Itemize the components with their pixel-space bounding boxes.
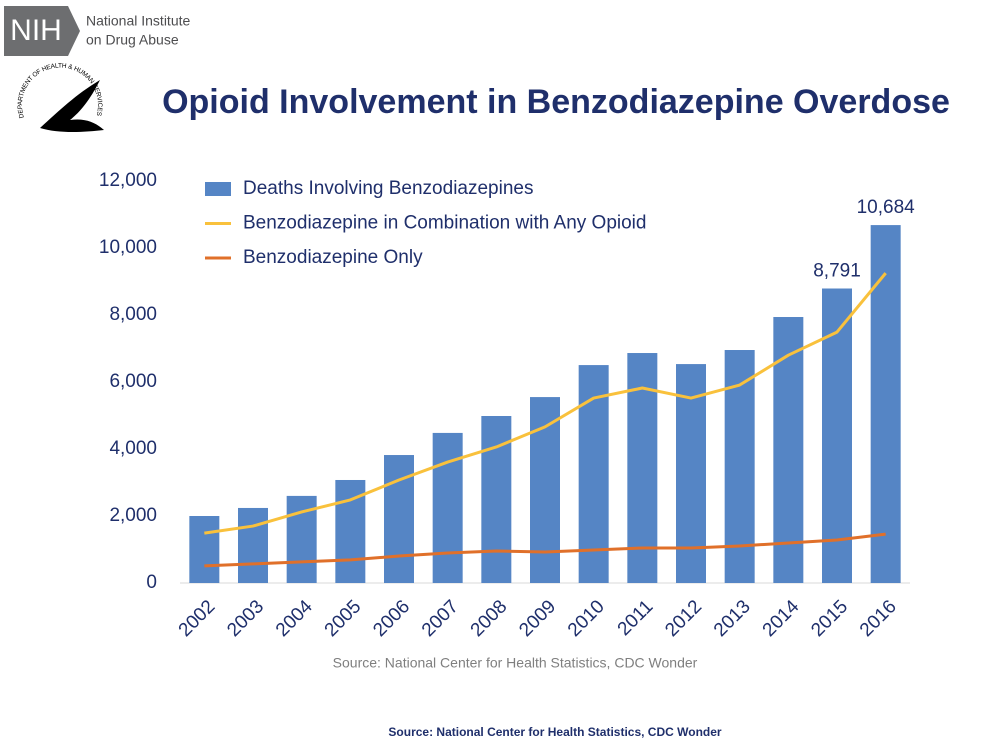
bar <box>870 225 901 583</box>
bar <box>238 507 268 583</box>
bar <box>530 397 560 583</box>
chart-source: Source: National Center for Health Stati… <box>333 655 698 671</box>
bar <box>432 432 463 583</box>
bar <box>189 516 220 583</box>
nih-logo: NIH National Institute on Drug Abuse <box>4 6 190 56</box>
legend-label: Benzodiazepine in Combination with Any O… <box>243 213 646 234</box>
chart-title: Opioid Involvement in Benzodiazepine Ove… <box>162 83 950 121</box>
logo-badge <box>4 6 80 56</box>
seal-eagle <box>40 80 104 132</box>
x-tick-label: 2006 <box>369 596 414 641</box>
x-tick-label: 2014 <box>759 596 804 641</box>
y-tick-label: 0 <box>146 572 157 593</box>
y-tick-label: 8,000 <box>109 304 157 325</box>
line-series <box>204 532 886 568</box>
y-tick-label: 2,000 <box>109 505 157 526</box>
line-series <box>204 272 887 535</box>
x-tick-label: 2010 <box>564 596 609 641</box>
org-name: National Institute <box>86 13 190 29</box>
x-tick-label: 2009 <box>515 596 560 641</box>
x-tick-label: 2003 <box>223 596 268 641</box>
y-tick-label: 6,000 <box>109 371 157 392</box>
x-tick-label: 2007 <box>418 596 463 641</box>
x-tick-label: 2015 <box>807 596 852 641</box>
x-tick-label: 2011 <box>614 596 658 640</box>
data-label: 8,791 <box>813 261 861 282</box>
legend-swatch <box>205 182 231 196</box>
x-tick-label: 2004 <box>272 596 317 641</box>
data-label: 10,684 <box>857 197 916 218</box>
logo-text: NIH <box>10 14 62 47</box>
x-tick-label: 2002 <box>175 596 220 641</box>
x-tick-label: 2005 <box>321 596 366 641</box>
y-tick-label: 12,000 <box>99 170 157 191</box>
footer-source: Source: National Center for Health Stati… <box>388 725 721 739</box>
org-name: on Drug Abuse <box>86 32 179 48</box>
y-tick-label: 4,000 <box>109 438 157 459</box>
x-tick-label: 2012 <box>661 596 706 641</box>
legend-label: Benzodiazepine Only <box>243 247 423 268</box>
x-tick-label: 2013 <box>710 596 755 641</box>
y-tick-label: 10,000 <box>99 237 157 258</box>
legend-label: Deaths Involving Benzodiazepines <box>243 178 533 199</box>
x-tick-label: 2008 <box>467 596 512 641</box>
x-tick-label: 2016 <box>856 596 901 641</box>
bar <box>384 455 414 583</box>
bar <box>578 365 609 583</box>
